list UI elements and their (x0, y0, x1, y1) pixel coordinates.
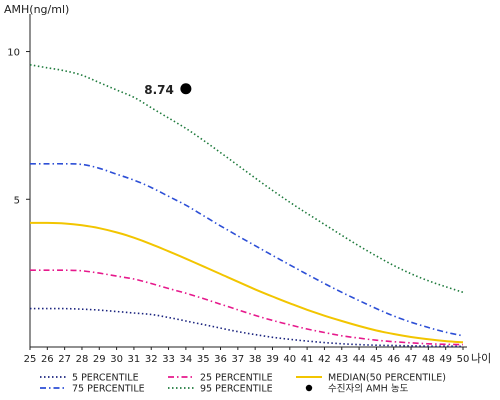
x-tick-label: 29 (93, 354, 106, 365)
x-tick-label: 47 (405, 354, 418, 365)
x-tick-label: 49 (439, 354, 452, 365)
x-tick-label: 41 (301, 354, 314, 365)
x-tick-label: 33 (162, 354, 175, 365)
legend-label-5-percentile: 5 PERCENTILE (72, 373, 139, 384)
legend-label-25-percentile: 25 PERCENTILE (200, 373, 273, 384)
x-tick-label: 46 (387, 354, 400, 365)
x-tick-label: 36 (214, 354, 227, 365)
x-tick-label: 28 (76, 354, 89, 365)
series-line-median-50-percentile (29, 221, 464, 344)
patient-marker: 8.74 (144, 83, 192, 97)
legend-label-patient-marker: 수진자의 AMH 농도 (328, 384, 409, 395)
x-tick-label: 37 (231, 354, 244, 365)
patient-marker-dot (180, 83, 192, 95)
legend-label-median-50-percentile: MEDIAN(50 PERCENTILE) (328, 373, 446, 384)
x-tick-label: 32 (145, 354, 158, 365)
x-tick-label: 26 (41, 354, 54, 365)
patient-marker-label: 8.74 (144, 83, 174, 97)
x-tick-label: 45 (370, 354, 383, 365)
x-tick-label: 44 (353, 354, 366, 365)
y-tick-label: 10 (7, 48, 20, 59)
x-tick-label: 42 (318, 354, 331, 365)
legend-swatch-patient-marker (305, 384, 313, 392)
series-line-75-percentile (30, 162, 464, 337)
x-tick-label: 38 (249, 354, 262, 365)
legend-label-95-percentile: 95 PERCENTILE (200, 384, 273, 395)
series-line-95-percentile (29, 64, 464, 294)
series-line-25-percentile (30, 269, 464, 346)
x-axis-title: 나이 (471, 352, 491, 365)
x-tick-label: 40 (283, 354, 296, 365)
x-ticks: 25 26 27 28 29 30 31 32 33 34 35 36 37 38 39 40 41 42 43 44… (24, 347, 470, 365)
y-axis-title: AMH(ng/ml) (4, 3, 69, 16)
x-tick-label: 39 (266, 354, 279, 365)
axes (29, 14, 467, 348)
x-tick-label: 31 (128, 354, 141, 365)
x-tick-label: 35 (197, 354, 210, 365)
x-tick-label: 27 (58, 354, 71, 365)
x-tick-label: 34 (180, 354, 193, 365)
legend-label-75-percentile: 75 PERCENTILE (72, 384, 145, 395)
y-tick-label: 5 (14, 195, 20, 206)
x-tick-label: 25 (24, 354, 37, 365)
legend: 5 PERCENTILE 25 PERCENTILE MEDIAN(50 PERCE… (40, 373, 446, 395)
x-tick-label: 50 (457, 354, 470, 365)
x-tick-label: 48 (422, 354, 435, 365)
series-lines (29, 64, 464, 348)
y-ticks: 5 10 (7, 48, 30, 206)
series-line-5-percentile (30, 307, 464, 348)
x-tick-label: 43 (335, 354, 348, 365)
x-tick-label: 30 (110, 354, 123, 365)
